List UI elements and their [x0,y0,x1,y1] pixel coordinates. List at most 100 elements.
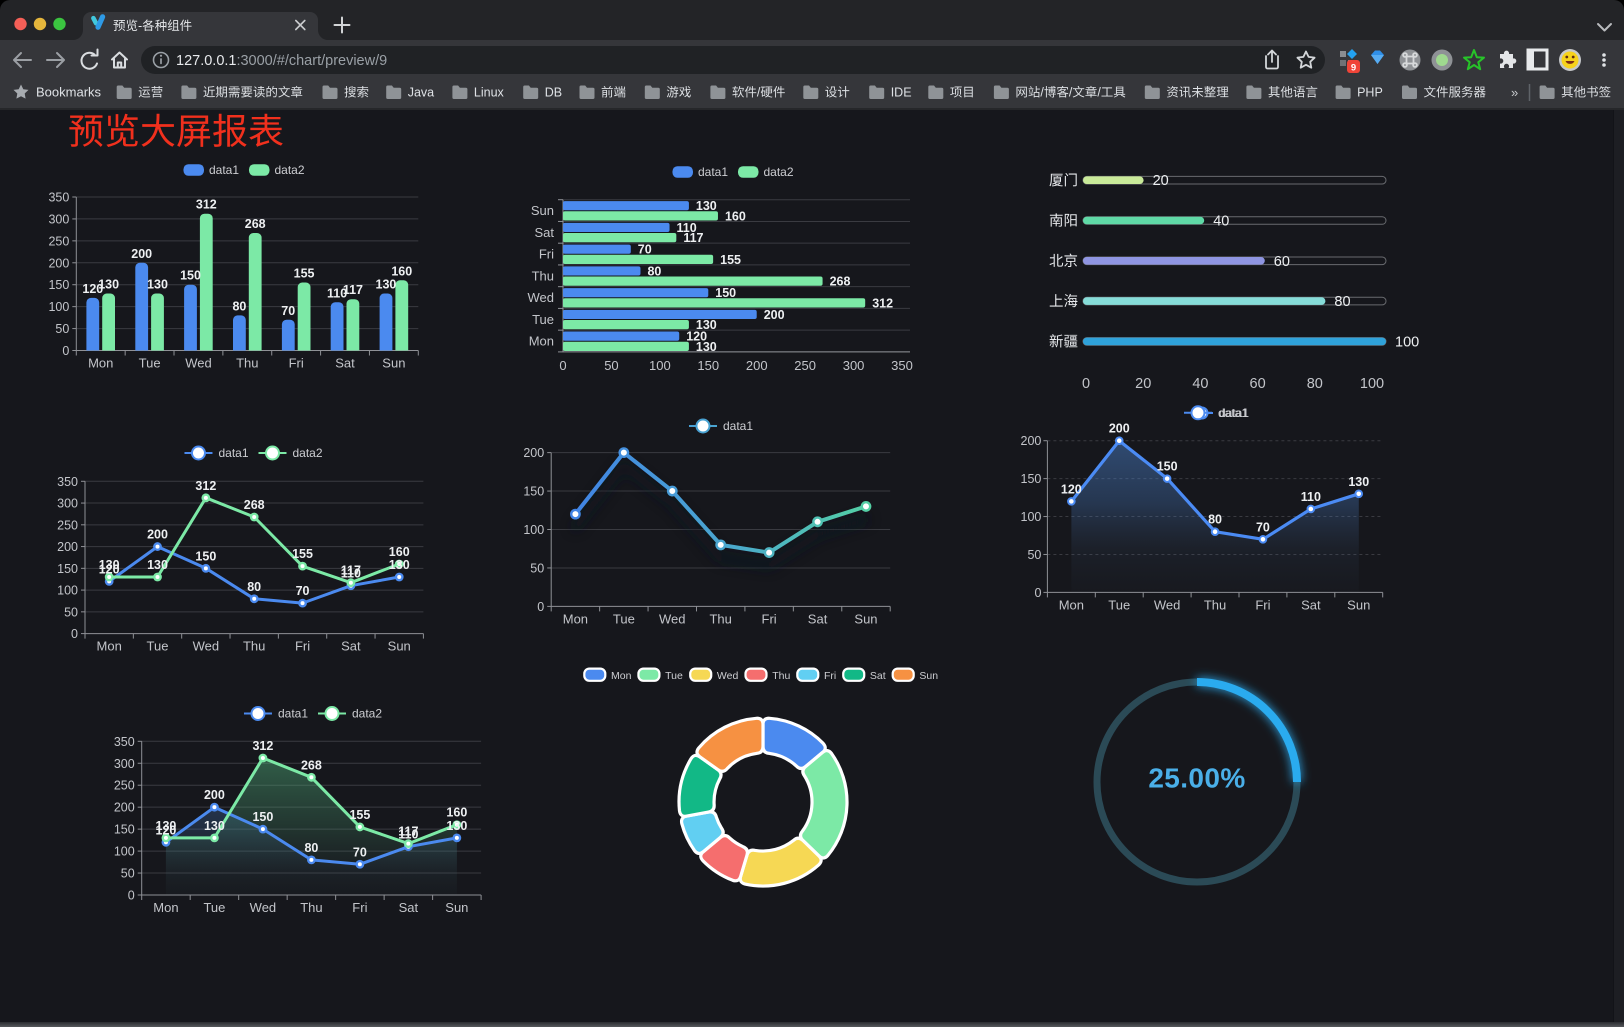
svg-text:300: 300 [114,757,135,771]
svg-text:200: 200 [131,247,152,261]
svg-text:Mon: Mon [1059,597,1084,612]
svg-text:Mon: Mon [97,639,122,654]
svg-text:250: 250 [114,779,135,793]
svg-text:Fri: Fri [289,356,304,371]
svg-text:Thu: Thu [236,356,258,371]
svg-text:Mon: Mon [529,334,554,349]
svg-text:200: 200 [523,446,544,460]
svg-text:Fri: Fri [824,670,836,682]
svg-text:60: 60 [1274,254,1290,270]
svg-text:Tue: Tue [532,312,554,327]
svg-text:250: 250 [57,518,78,532]
svg-text:80: 80 [1307,376,1323,392]
svg-text:50: 50 [1027,548,1041,562]
svg-text:Bookmarks: Bookmarks [36,85,102,100]
svg-text:Mon: Mon [153,900,178,915]
svg-text:Sat: Sat [534,225,554,240]
svg-text:200: 200 [48,256,69,270]
svg-text:80: 80 [247,580,261,594]
svg-text:130: 130 [696,199,717,213]
svg-text:100: 100 [48,300,69,314]
svg-text:Wed: Wed [250,900,277,915]
svg-text:/: / [757,86,761,100]
svg-text:data1: data1 [209,163,239,177]
svg-text:data2: data2 [352,707,382,721]
svg-text:80: 80 [647,264,661,278]
svg-text:40: 40 [1213,214,1229,230]
svg-text:127.0.0.1: 127.0.0.1 [176,53,236,69]
svg-text:Tue: Tue [203,900,225,915]
svg-text:70: 70 [296,584,310,598]
svg-text:20: 20 [1135,376,1151,392]
svg-text:150: 150 [697,358,719,373]
svg-text:130: 130 [376,277,397,291]
svg-text:Tue: Tue [147,639,169,654]
svg-text:Wed: Wed [1154,597,1181,612]
svg-text:80: 80 [232,299,246,313]
svg-text:-: - [138,19,142,33]
svg-text:150: 150 [114,823,135,837]
svg-text:data1: data1 [218,446,248,460]
svg-text:150: 150 [195,549,216,563]
svg-text:data1: data1 [698,165,728,179]
svg-text:300: 300 [57,497,78,511]
svg-text:Sat: Sat [808,611,828,626]
svg-text:150: 150 [252,810,273,824]
svg-text:50: 50 [530,561,544,575]
svg-text:117: 117 [341,564,361,578]
svg-text:110: 110 [677,221,697,235]
svg-text:130: 130 [1348,475,1369,489]
svg-text:Thu: Thu [532,268,554,283]
svg-text:155: 155 [292,547,313,561]
svg-text:312: 312 [872,296,893,310]
svg-text:350: 350 [48,191,69,205]
svg-text:130: 130 [147,558,168,572]
svg-text:100: 100 [523,523,544,537]
svg-text:120: 120 [156,823,177,837]
svg-text:160: 160 [391,264,412,278]
svg-text:Thu: Thu [1204,597,1226,612]
svg-text:Tue: Tue [665,670,683,682]
svg-text:Fri: Fri [539,247,554,262]
svg-text:130: 130 [446,819,467,833]
svg-text:150: 150 [57,562,78,576]
svg-text:Sun: Sun [388,639,411,654]
svg-text:Thu: Thu [243,639,265,654]
svg-text:60: 60 [1250,376,1266,392]
svg-text:250: 250 [794,358,816,373]
svg-text:200: 200 [147,528,168,542]
svg-text:Sun: Sun [382,356,405,371]
svg-text:/: / [1040,86,1044,100]
svg-text:Wed: Wed [659,611,686,626]
svg-text:155: 155 [294,267,315,281]
svg-text:350: 350 [114,735,135,749]
svg-text:DB: DB [545,86,562,100]
svg-text:0: 0 [1082,376,1090,392]
svg-text:120: 120 [686,330,707,344]
svg-text:268: 268 [245,217,266,231]
svg-text:0: 0 [1034,586,1041,600]
svg-text:25.00%: 25.00% [1148,763,1245,794]
svg-text:300: 300 [48,212,69,226]
svg-text:130: 130 [204,819,225,833]
svg-text:200: 200 [764,308,785,322]
svg-text:130: 130 [156,819,177,833]
svg-text:120: 120 [82,282,103,296]
svg-text:9: 9 [1351,63,1356,74]
svg-text:268: 268 [301,758,322,772]
svg-text:20: 20 [1153,173,1169,189]
svg-text:data1: data1 [1218,406,1248,420]
svg-text:data1: data1 [1219,406,1249,420]
svg-text:150: 150 [48,278,69,292]
svg-text:80: 80 [1208,513,1222,527]
svg-text:data1: data1 [278,707,308,721]
svg-text:Sun: Sun [445,900,468,915]
svg-text:Sat: Sat [870,670,886,682]
svg-text:/: / [1069,86,1073,100]
svg-text:110: 110 [341,567,361,581]
svg-text:Thu: Thu [772,670,790,682]
svg-text:100: 100 [57,584,78,598]
svg-text:40: 40 [1192,376,1208,392]
svg-text:155: 155 [720,253,741,267]
svg-text:350: 350 [891,358,913,373]
